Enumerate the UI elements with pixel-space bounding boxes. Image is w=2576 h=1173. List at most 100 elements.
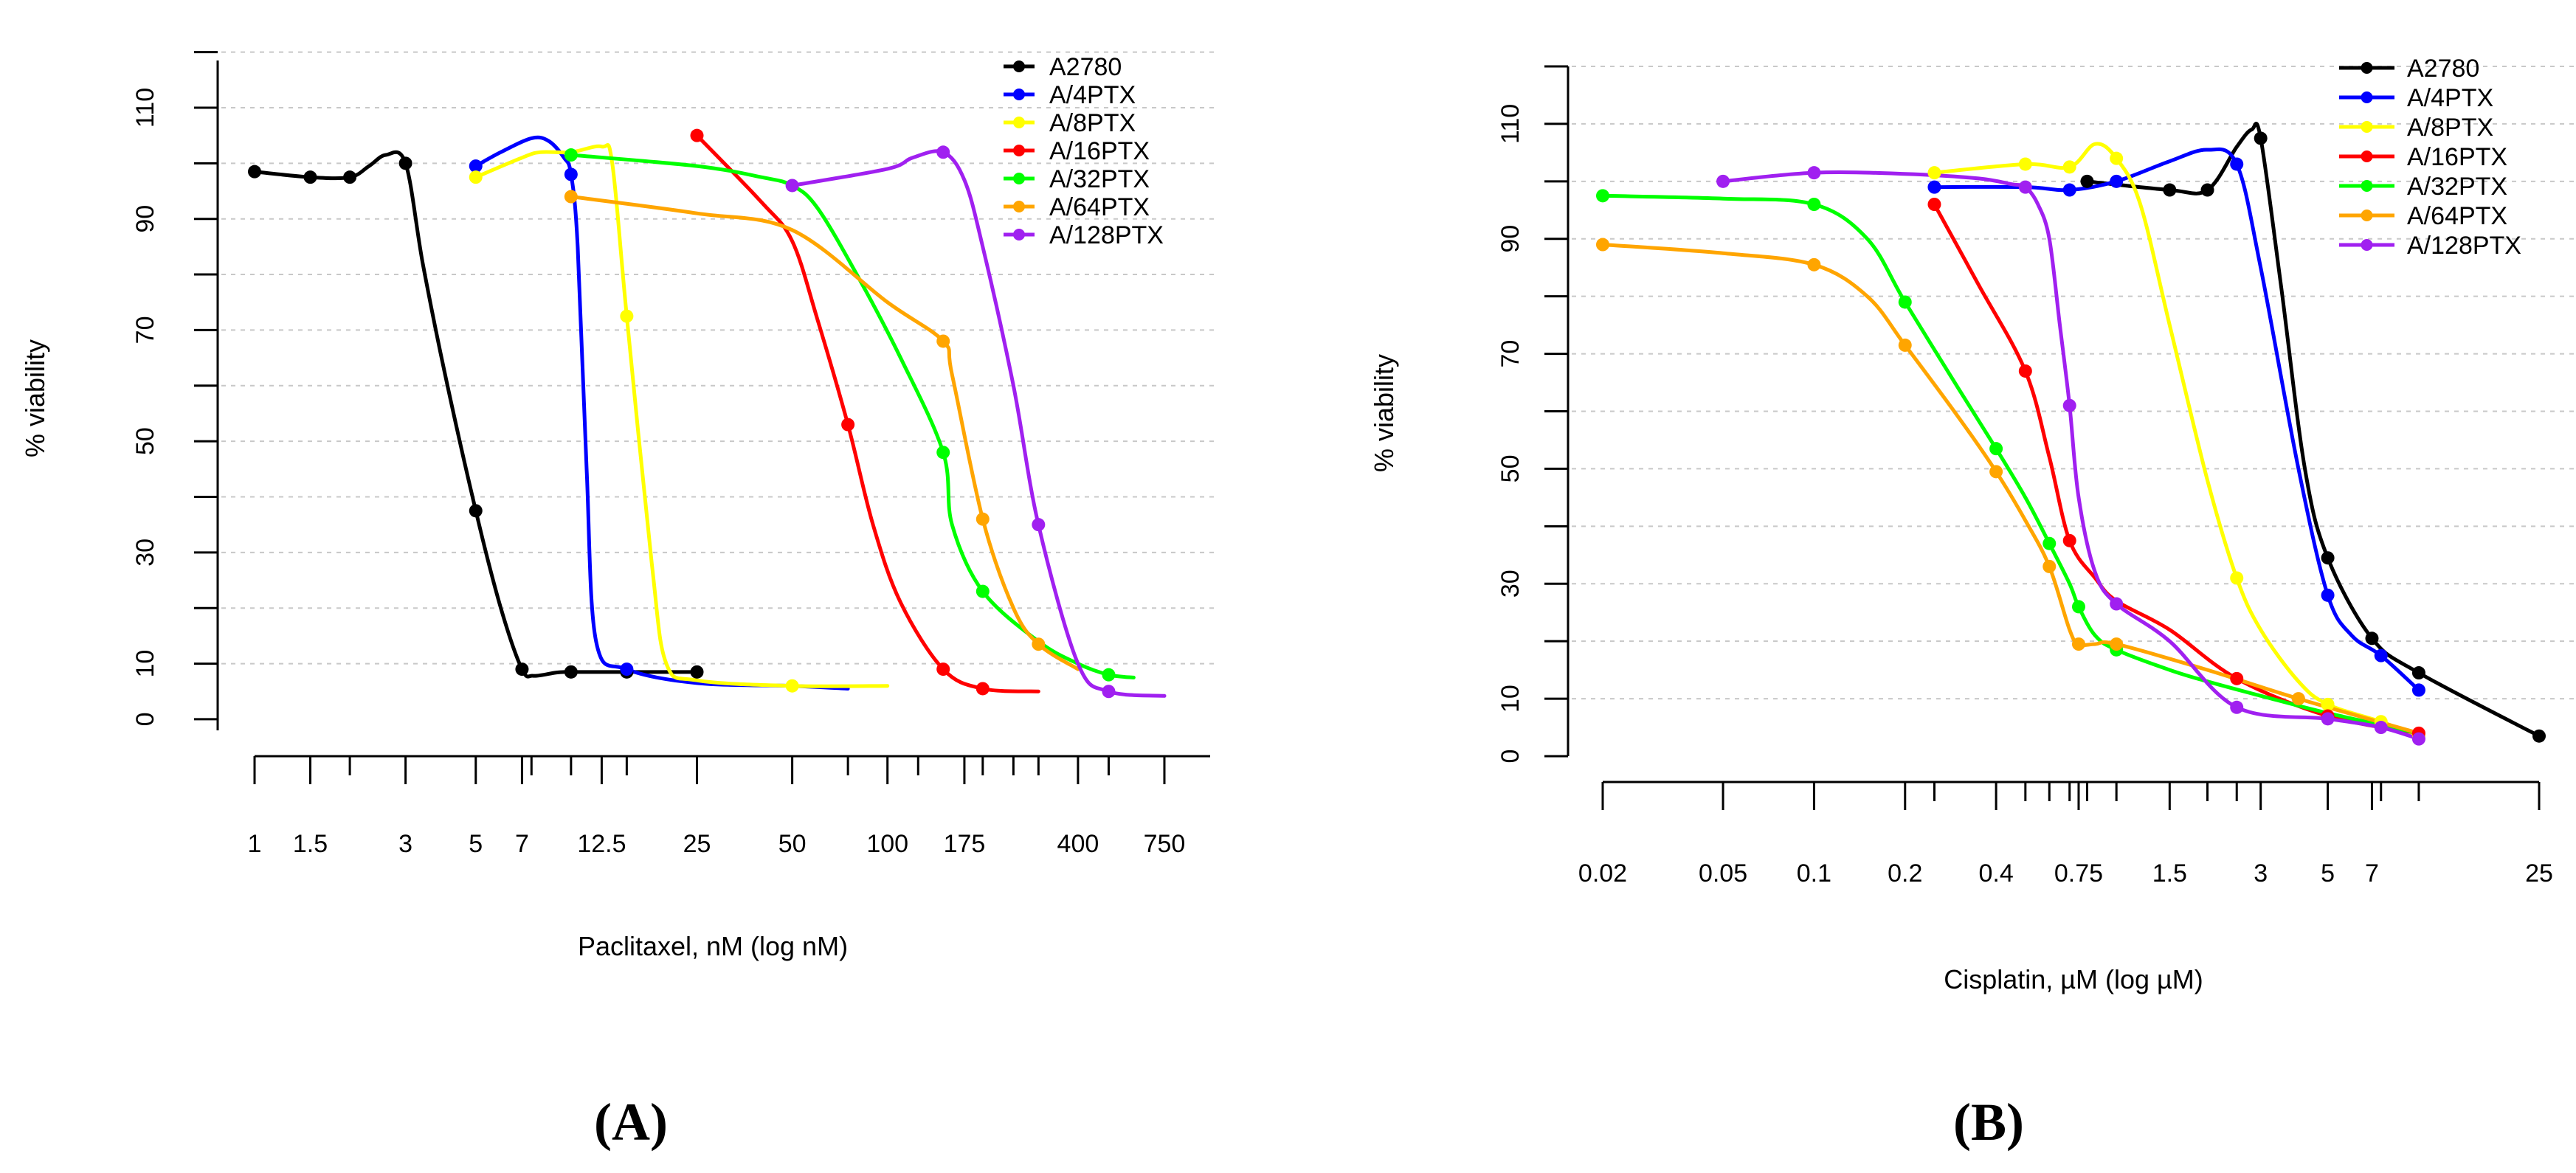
chart-a-series-a-64ptx-point-3 bbox=[1032, 637, 1046, 651]
chart-a-legend: A2780A/4PTXA/8PTXA/16PTXA/32PTXA/64PTXA/… bbox=[1004, 53, 1164, 249]
chart-a-series-a2780-point-0 bbox=[248, 165, 261, 179]
chart-b-points bbox=[1596, 131, 2546, 746]
chart-a-legend-marker-a-8ptx bbox=[1013, 117, 1025, 128]
chart-b-y-tick-label-110: 110 bbox=[1496, 104, 1524, 144]
chart-b-series-a-128ptx-point-3 bbox=[2062, 398, 2076, 412]
chart-b-series-a-64ptx-point-3 bbox=[1989, 465, 2003, 479]
chart-a-x-tick-label-5: 5 bbox=[469, 830, 483, 858]
chart-a-legend-label-a-128ptx: A/128PTX bbox=[1049, 221, 1164, 249]
chart-b-x-tick-label-3: 3 bbox=[2254, 859, 2268, 887]
chart-b-legend-marker-a2780 bbox=[2361, 62, 2373, 74]
chart-b-series-a-4ptx-point-1 bbox=[2062, 183, 2076, 197]
chart-b-x-tick-label-1-5: 1.5 bbox=[2152, 859, 2187, 887]
chart-a-curves bbox=[252, 134, 1167, 698]
chart-a-series-a-128ptx-point-2 bbox=[1032, 518, 1046, 532]
chart-b-legend-marker-a-128ptx bbox=[2361, 239, 2373, 251]
chart-b-legend-marker-a-32ptx bbox=[2361, 180, 2373, 192]
chart-a-series-a2780-line bbox=[252, 150, 699, 679]
chart-b-series-a2780-point-5 bbox=[2365, 632, 2379, 646]
chart-b-series-a-16ptx-point-1 bbox=[2018, 364, 2032, 378]
chart-b-x-axis: 0.02 0.05 0.1 0.2 0.4 0.75 1.5 3 5 7 25 bbox=[1578, 781, 2553, 887]
chart-b-series-a2780-point-7 bbox=[2532, 729, 2546, 743]
chart-b-series-a-32ptx-point-3 bbox=[1989, 442, 2003, 456]
chart-b-series-a-4ptx-line bbox=[1933, 147, 2421, 692]
chart-b-legend: A2780A/4PTXA/8PTXA/16PTXA/32PTXA/64PTXA/… bbox=[2339, 55, 2521, 260]
chart-a-x-tick-label-50: 50 bbox=[778, 830, 807, 858]
chart-b-series-a-128ptx-point-7 bbox=[2374, 721, 2388, 735]
chart-b-series-a-4ptx-point-6 bbox=[2411, 683, 2425, 697]
chart-b-y-label: % viability bbox=[1369, 354, 1399, 472]
chart-b-x-tick-label-7: 7 bbox=[2365, 859, 2379, 887]
chart-a-series-a2780-point-5 bbox=[515, 662, 529, 677]
chart-a-series-a-64ptx-point-2 bbox=[976, 512, 990, 526]
chart-b-series-a-64ptx-point-7 bbox=[2291, 692, 2305, 706]
chart-a-y-axis: 0 10 30 50 70 90 110 bbox=[131, 51, 219, 730]
chart-a-x-tick-label-25: 25 bbox=[683, 830, 711, 858]
chart-a-series-a-128ptx-point-3 bbox=[1102, 685, 1116, 699]
chart-b-series-a-16ptx-point-0 bbox=[1927, 198, 1941, 211]
chart-b-series-a-64ptx-point-6 bbox=[2110, 637, 2124, 651]
chart-b-series-a-128ptx-point-6 bbox=[2321, 712, 2335, 726]
chart-a-y-tick-label-0: 0 bbox=[131, 712, 159, 726]
chart-b-gridlines bbox=[1572, 66, 2575, 700]
chart-b-y-tick-label-50: 50 bbox=[1496, 455, 1524, 483]
chart-b-x-label: Cisplatin, µM (log µM) bbox=[1944, 964, 2203, 994]
chart-b-series-a-128ptx-point-0 bbox=[1716, 174, 1730, 188]
chart-b-series-a-128ptx-point-5 bbox=[2230, 700, 2244, 714]
chart-a-series-a-32ptx-point-3 bbox=[1102, 668, 1116, 682]
chart-b-series-a-64ptx-point-4 bbox=[2043, 559, 2057, 573]
chart-a-series-a2780-point-4 bbox=[469, 504, 483, 518]
chart-b-series-a-8ptx-point-3 bbox=[2110, 151, 2124, 165]
chart-a-series-a-8ptx-point-2 bbox=[785, 679, 799, 693]
chart-a-legend-marker-a-4ptx bbox=[1013, 89, 1025, 100]
chart-b-x-tick-label-25: 25 bbox=[2525, 859, 2553, 887]
chart-a-x-tick-label-175: 175 bbox=[944, 830, 986, 858]
chart-a-x-tick-label-1: 1 bbox=[248, 830, 262, 858]
chart-a-series-a2780-point-1 bbox=[303, 170, 317, 184]
chart-b-y-tick-label-90: 90 bbox=[1496, 225, 1524, 253]
chart-a-x-tick-label-1-5: 1.5 bbox=[293, 830, 328, 858]
chart-a-series-a-4ptx-point-2 bbox=[620, 662, 634, 677]
chart-b-legend-marker-a-4ptx bbox=[2361, 91, 2373, 103]
chart-b-x-tick-label-0-4: 0.4 bbox=[1978, 859, 2013, 887]
chart-b-series-a-64ptx-point-1 bbox=[1807, 257, 1821, 271]
chart-a-series-a2780-point-2 bbox=[343, 170, 357, 184]
chart-a-series-a-4ptx-line bbox=[474, 135, 850, 691]
chart-a-legend-marker-a-64ptx bbox=[1013, 201, 1025, 212]
chart-a-series-a-8ptx-line bbox=[474, 143, 890, 688]
chart-b: 0 10 30 50 70 90 110 0.02 0.05 0.1 0.2 0.4 0.75 1.5 3… bbox=[1369, 55, 2575, 1152]
chart-b-series-a-4ptx-point-0 bbox=[1927, 180, 1941, 194]
chart-a-x-tick-label-100: 100 bbox=[866, 830, 908, 858]
chart-a: 0 10 30 50 70 90 110 1 1.5 3 5 7 12.5 25 50 100 175 400 7… bbox=[20, 51, 1214, 1152]
chart-b-series-a-64ptx-point-5 bbox=[2071, 637, 2085, 651]
chart-b-series-a-16ptx-point-2 bbox=[2062, 533, 2076, 547]
chart-b-x-tick-label-5: 5 bbox=[2321, 859, 2335, 887]
chart-b-series-a-8ptx-point-0 bbox=[1927, 166, 1941, 180]
chart-a-x-tick-label-400: 400 bbox=[1057, 830, 1099, 858]
chart-a-series-a-16ptx-line bbox=[695, 134, 1040, 693]
chart-b-series-a-8ptx-point-1 bbox=[2018, 157, 2032, 171]
chart-a-x-axis: 1 1.5 3 5 7 12.5 25 50 100 175 400 750 bbox=[248, 755, 1210, 858]
chart-a-x-tick-label-7: 7 bbox=[515, 830, 529, 858]
chart-b-series-a-32ptx-point-1 bbox=[1807, 198, 1821, 211]
chart-b-series-a2780-point-6 bbox=[2411, 666, 2425, 680]
chart-b-x-tick-label-0-02: 0.02 bbox=[1578, 859, 1627, 887]
chart-b-series-a-128ptx-point-4 bbox=[2110, 597, 2124, 611]
chart-b-series-a-64ptx-line bbox=[1600, 243, 2421, 736]
chart-a-legend-marker-a-16ptx bbox=[1013, 145, 1025, 156]
chart-a-x-tick-label-3: 3 bbox=[398, 830, 412, 858]
chart-a-series-a-32ptx-point-2 bbox=[976, 584, 990, 598]
chart-a-y-label: % viability bbox=[20, 339, 50, 457]
chart-a-legend-label-a-8ptx: A/8PTX bbox=[1049, 109, 1136, 137]
chart-a-gridlines bbox=[221, 51, 1214, 665]
chart-b-y-axis: 0 10 30 50 70 90 110 bbox=[1496, 65, 1570, 763]
chart-a-legend-label-a-4ptx: A/4PTX bbox=[1049, 81, 1136, 109]
chart-a-series-a-16ptx-point-2 bbox=[936, 662, 950, 677]
chart-b-y-tick-label-30: 30 bbox=[1496, 570, 1524, 598]
chart-b-legend-marker-a-8ptx bbox=[2361, 121, 2373, 133]
chart-b-legend-label-a2780: A2780 bbox=[2407, 55, 2479, 83]
chart-a-series-a-128ptx-point-0 bbox=[785, 179, 799, 193]
chart-a-x-tick-label-12-5: 12.5 bbox=[577, 830, 626, 858]
chart-a-series-a-8ptx-point-0 bbox=[469, 170, 483, 184]
